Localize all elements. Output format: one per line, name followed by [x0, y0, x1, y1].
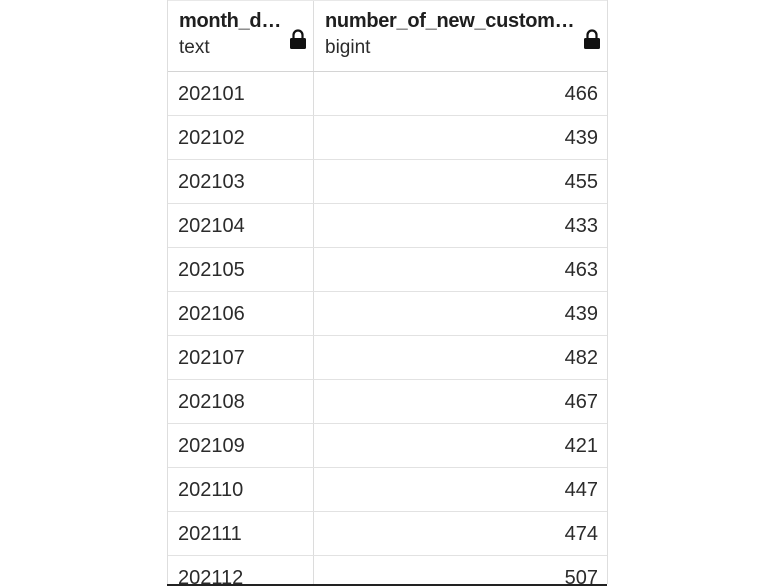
table-row[interactable]: 202106 439 — [168, 292, 607, 336]
cell-number-of-new-customers[interactable]: 463 — [564, 259, 598, 281]
grid-body: 202101 466 202102 439 202103 455 202104 433 2021… — [168, 72, 607, 584]
cell-number-of-new-customers[interactable]: 439 — [564, 303, 598, 325]
column-type: bigint — [325, 37, 371, 58]
cell-month-date[interactable]: 202102 — [168, 116, 314, 159]
column-type: text — [179, 37, 210, 58]
cell-month-date[interactable]: 202107 — [168, 336, 314, 379]
table-row[interactable]: 202104 433 — [168, 204, 607, 248]
cell-month-date[interactable]: 202105 — [168, 248, 314, 291]
grid-bottom-border — [167, 584, 607, 586]
table-row[interactable]: 202108 467 — [168, 380, 607, 424]
cell-number-of-new-customers[interactable]: 466 — [564, 83, 598, 105]
cell-month-date[interactable]: 202111 — [168, 512, 314, 555]
table-row[interactable]: 202109 421 — [168, 424, 607, 468]
table-row[interactable]: 202112 507 — [168, 556, 607, 584]
cell-number-of-new-customers[interactable]: 482 — [564, 347, 598, 369]
table-row[interactable]: 202101 466 — [168, 72, 607, 116]
table-row[interactable]: 202103 455 — [168, 160, 607, 204]
table-row[interactable]: 202111 474 — [168, 512, 607, 556]
cell-number-of-new-customers[interactable]: 447 — [564, 479, 598, 501]
table-row[interactable]: 202105 463 — [168, 248, 607, 292]
cell-month-date[interactable]: 202101 — [168, 72, 314, 115]
cell-month-date[interactable]: 202104 — [168, 204, 314, 247]
cell-month-date[interactable]: 202108 — [168, 380, 314, 423]
cell-month-date[interactable]: 202106 — [168, 292, 314, 335]
cell-number-of-new-customers[interactable]: 433 — [564, 215, 598, 237]
column-header-number-of-new-customers[interactable]: number_of_new_customers_ bigint — [314, 1, 607, 71]
cell-month-date[interactable]: 202103 — [168, 160, 314, 203]
cell-month-date[interactable]: 202110 — [168, 468, 314, 511]
column-header-month-date[interactable]: month_date_ text — [168, 1, 314, 71]
cell-month-date[interactable]: 202112 — [168, 556, 314, 584]
column-name: month_date_ — [179, 10, 301, 32]
cell-number-of-new-customers[interactable]: 455 — [564, 171, 598, 193]
table-row[interactable]: 202107 482 — [168, 336, 607, 380]
lock-icon — [290, 29, 306, 49]
grid-header: month_date_ text number_of_new_customers… — [168, 0, 607, 72]
cell-number-of-new-customers[interactable]: 507 — [564, 567, 598, 584]
data-output-grid[interactable]: month_date_ text number_of_new_customers… — [167, 0, 608, 584]
lock-icon — [584, 29, 600, 49]
cell-number-of-new-customers[interactable]: 421 — [564, 435, 598, 457]
table-row[interactable]: 202110 447 — [168, 468, 607, 512]
cell-number-of-new-customers[interactable]: 467 — [564, 391, 598, 413]
cell-number-of-new-customers[interactable]: 439 — [564, 127, 598, 149]
column-name: number_of_new_customers_ — [325, 10, 595, 32]
cell-number-of-new-customers[interactable]: 474 — [564, 523, 598, 545]
table-row[interactable]: 202102 439 — [168, 116, 607, 160]
cell-month-date[interactable]: 202109 — [168, 424, 314, 467]
